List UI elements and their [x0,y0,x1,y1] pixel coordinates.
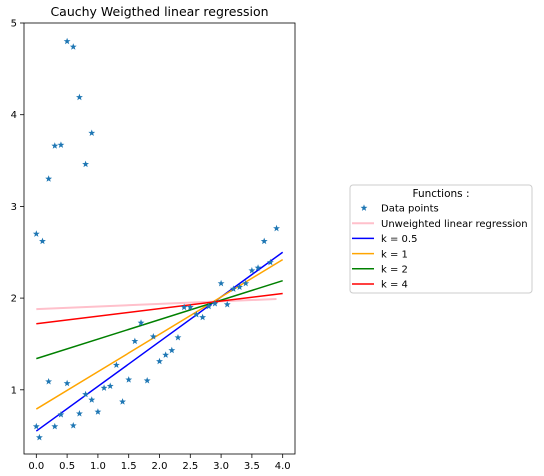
data-point-38 [205,302,213,310]
data-point-18 [88,129,96,136]
x-axis: 0.0 0.5 1.0 1.5 2.0 2.5 3.0 3.5 4.0 [28,454,291,472]
data-point-37 [199,313,207,321]
legend-label-2: k = 0.5 [381,234,417,245]
data-point-10 [63,37,71,45]
legend-label-5: k = 4 [381,280,408,291]
data-point-16 [82,160,90,168]
data-point-24 [119,398,126,405]
data-point-3 [39,237,46,245]
data-point-34 [180,303,188,311]
data-point-31 [162,351,170,358]
series-line-2 [35,258,284,410]
data-point-23 [112,361,120,368]
y-tick-label: 2 [11,294,17,305]
data-point-30 [156,357,163,365]
data-point-27 [137,319,145,326]
x-tick-label: 3.5 [244,461,260,472]
x-tick-label: 2.0 [152,461,168,472]
plot-area [24,23,295,454]
data-point-9 [57,410,65,418]
x-tick-label: 0.5 [59,461,75,472]
data-point-33 [174,333,182,341]
data-point-25 [125,376,133,383]
data-point-5 [45,175,53,182]
data-point-26 [131,337,139,345]
data-point-2 [35,433,43,441]
series-line-0 [36,298,277,311]
data-point-20 [94,408,102,415]
series-line-1 [35,251,284,432]
data-point-47 [260,237,268,245]
series-line-4 [36,292,283,325]
x-tick-label: 2.5 [182,461,198,472]
data-point-44 [242,279,250,287]
data-point-6 [51,142,59,149]
legend-box [349,184,533,294]
x-tick-label: 4.0 [275,461,291,472]
data-point-15 [76,410,83,417]
y-tick-label: 3 [11,202,17,213]
y-tick-label: 1 [11,385,17,396]
data-point-48 [266,258,274,266]
data-point-35 [186,303,194,311]
x-tick-label: 0.0 [28,461,44,472]
y-tick-label: 4 [11,110,17,121]
data-point-0 [32,230,40,237]
data-point-4 [45,377,53,385]
legend-marker-data-points [360,204,368,211]
legend-label-0: Data points [381,204,439,215]
data-point-17 [82,390,90,398]
x-tick-label: 3.0 [213,461,229,472]
y-axis: 1 2 3 4 5 [11,19,24,396]
data-point-46 [254,264,262,271]
legend-label-3: k = 1 [381,249,408,260]
legend-title: Functions : [412,188,469,200]
x-tick-label: 1.5 [121,461,137,472]
data-point-29 [149,333,157,340]
legend-label-1: Unweighted linear regression [381,219,528,230]
data-point-36 [193,311,200,318]
data-point-7 [51,422,59,430]
data-point-11 [63,379,71,387]
data-point-12 [69,43,77,50]
data-point-39 [211,300,219,307]
data-point-13 [69,421,77,429]
data-point-19 [88,396,96,403]
y-tick-label: 5 [11,19,17,30]
data-point-28 [143,377,151,384]
x-tick-label: 1.0 [90,461,106,472]
data-point-32 [168,346,176,354]
plot-marks [32,37,284,441]
data-point-14 [76,93,83,101]
data-point-21 [100,384,108,391]
data-point-42 [229,285,237,292]
chart-title: Cauchy Weigthed linear regression [50,4,268,19]
data-point-45 [248,267,256,274]
series-line-3 [36,279,283,360]
data-point-40 [217,279,225,287]
legend-label-4: k = 2 [381,265,408,276]
data-point-49 [273,224,280,232]
data-point-43 [236,283,243,291]
data-point-41 [223,300,231,308]
data-point-1 [32,422,40,430]
legend: Functions : Data points Unweighted linear… [349,184,533,294]
data-point-8 [57,141,65,148]
plot-frame [23,22,296,455]
data-point-22 [106,382,114,390]
